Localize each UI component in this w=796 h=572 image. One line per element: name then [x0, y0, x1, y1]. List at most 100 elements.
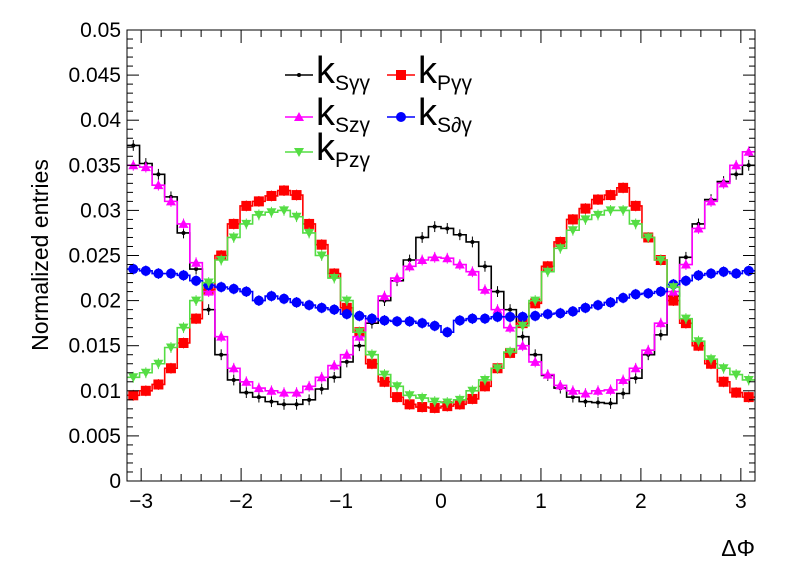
data-point: [555, 236, 566, 247]
data-point: [294, 402, 299, 407]
data-point: [718, 178, 729, 188]
data-point: [316, 239, 327, 250]
data-point: [630, 219, 641, 229]
legend-label-sub: Szγ: [335, 114, 371, 137]
data-point: [241, 376, 252, 386]
data-point: [680, 314, 691, 324]
data-point: [593, 300, 603, 311]
data-point: [417, 255, 428, 265]
data-point: [379, 376, 390, 387]
x-axis-title: ΔΦ: [721, 535, 755, 561]
legend-label-main: k: [418, 50, 438, 92]
data-point: [165, 343, 176, 353]
data-point: [291, 212, 302, 222]
y-tick-label: 0.035: [68, 154, 121, 177]
data-point: [165, 363, 176, 374]
data-point: [266, 291, 277, 302]
data-point: [266, 385, 277, 395]
data-point: [241, 219, 252, 229]
legend-entry-Sγγ: k Sγγ: [285, 50, 371, 95]
data-point: [404, 391, 415, 401]
data-point: [655, 256, 666, 266]
data-point: [178, 270, 189, 281]
data-point: [467, 393, 478, 404]
data-point: [181, 230, 186, 235]
data-point: [492, 304, 503, 314]
data-point: [731, 370, 742, 380]
legend-entry-S∂γ: k S∂γ: [387, 92, 472, 137]
data-point: [470, 239, 475, 244]
data-point: [429, 397, 440, 407]
data-point: [178, 323, 189, 333]
data-point: [216, 282, 227, 293]
data-point: [307, 397, 312, 402]
data-point: [706, 355, 717, 365]
data-point: [241, 286, 252, 297]
data-point: [191, 296, 202, 306]
data-point: [668, 295, 679, 306]
data-point: [341, 309, 352, 320]
data-point: [344, 359, 349, 364]
data-point: [517, 340, 528, 350]
data-point: [621, 391, 626, 396]
data-point: [140, 368, 151, 378]
data-point: [153, 359, 164, 369]
data-point: [316, 251, 327, 261]
data-point: [203, 286, 214, 296]
x-tick-label: 0: [435, 490, 447, 513]
x-tick-label: 2: [635, 490, 647, 513]
data-point: [279, 185, 289, 196]
data-point: [743, 375, 754, 385]
data-point: [658, 332, 663, 337]
data-point: [555, 308, 566, 319]
data-point: [570, 395, 575, 400]
y-tick-label: 0.02: [80, 290, 121, 313]
data-point: [140, 385, 151, 396]
data-point: [668, 283, 679, 293]
legend-label-sub: Sγγ: [335, 72, 371, 95]
data-point: [718, 266, 729, 277]
data-point: [542, 369, 553, 379]
data-point: [329, 274, 340, 284]
data-point: [505, 311, 516, 322]
data-point: [683, 255, 688, 260]
data-point: [731, 387, 742, 398]
data-point: [457, 232, 462, 237]
data-point: [505, 348, 516, 358]
data-point: [269, 399, 274, 404]
data-point: [128, 264, 139, 275]
data-point: [580, 302, 591, 313]
data-point: [467, 266, 478, 276]
data-point: [404, 316, 415, 327]
data-point: [140, 162, 151, 172]
data-point: [316, 302, 327, 313]
data-point: [580, 203, 591, 214]
data-point: [605, 384, 616, 394]
data-point: [693, 223, 704, 233]
data-point: [231, 377, 236, 382]
data-point: [404, 399, 415, 410]
data-point: [266, 208, 277, 218]
legend-entry-Pγγ: k Pγγ: [387, 50, 473, 95]
data-point: [291, 387, 302, 397]
data-point: [392, 316, 403, 327]
data-point: [479, 381, 490, 392]
data-point: [279, 206, 289, 216]
data-point: [228, 218, 239, 229]
data-point: [191, 257, 202, 267]
data-point: [618, 206, 629, 216]
data-point: [442, 253, 453, 263]
data-point: [194, 267, 199, 272]
data-point: [341, 349, 352, 359]
data-point: [404, 261, 415, 271]
data-point: [140, 265, 151, 276]
data-point: [329, 360, 340, 370]
data-point: [392, 392, 403, 403]
legend-marker: [297, 73, 301, 77]
data-point: [429, 320, 440, 331]
data-point: [467, 313, 478, 324]
data-point: [253, 295, 264, 306]
data-point: [467, 386, 478, 396]
y-tick-label: 0.025: [68, 245, 121, 268]
data-point: [583, 399, 588, 404]
